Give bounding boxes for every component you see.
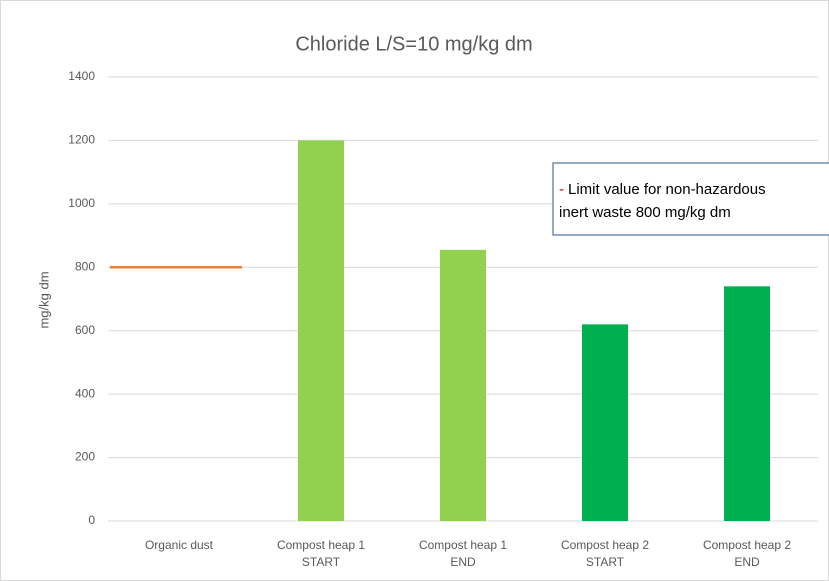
annotation-text: inert waste 800 mg/kg dm bbox=[559, 204, 731, 221]
annotation-line: inert waste 800 mg/kg dm bbox=[559, 204, 731, 221]
chart-title: Chloride L/S=10 mg/kg dm bbox=[295, 33, 532, 55]
bar bbox=[724, 286, 770, 521]
x-tick-label: START bbox=[586, 555, 625, 569]
annotation-marker: - bbox=[559, 181, 564, 198]
annotation-box bbox=[552, 162, 829, 236]
y-tick-label: 600 bbox=[75, 323, 95, 337]
bar bbox=[582, 324, 628, 521]
x-tick-label: START bbox=[302, 555, 341, 569]
x-tick-label: Compost heap 2 bbox=[561, 538, 649, 552]
annotation-line: Limit value for non-hazardous bbox=[568, 181, 766, 198]
x-tick-label: Organic dust bbox=[145, 538, 214, 552]
bar bbox=[440, 249, 486, 522]
y-tick-label: 800 bbox=[75, 259, 95, 273]
y-tick-label: 400 bbox=[75, 386, 95, 400]
x-tick-label: Compost heap 2 bbox=[703, 538, 791, 552]
y-axis-label: mg/kg dm bbox=[36, 271, 51, 328]
y-tick-label: 0 bbox=[88, 513, 95, 527]
y-tick-label: 1200 bbox=[68, 133, 95, 147]
x-tick-label: END bbox=[450, 555, 476, 569]
x-tick-label: END bbox=[734, 555, 760, 569]
y-tick-label: 1400 bbox=[68, 69, 95, 83]
annotation-text: - Limit value for non-hazardous bbox=[559, 181, 766, 198]
y-tick-label: 200 bbox=[75, 450, 95, 464]
bar bbox=[298, 140, 344, 521]
x-tick-label: Compost heap 1 bbox=[277, 538, 365, 552]
x-tick-label: Compost heap 1 bbox=[419, 538, 507, 552]
y-tick-label: 1000 bbox=[68, 196, 95, 210]
